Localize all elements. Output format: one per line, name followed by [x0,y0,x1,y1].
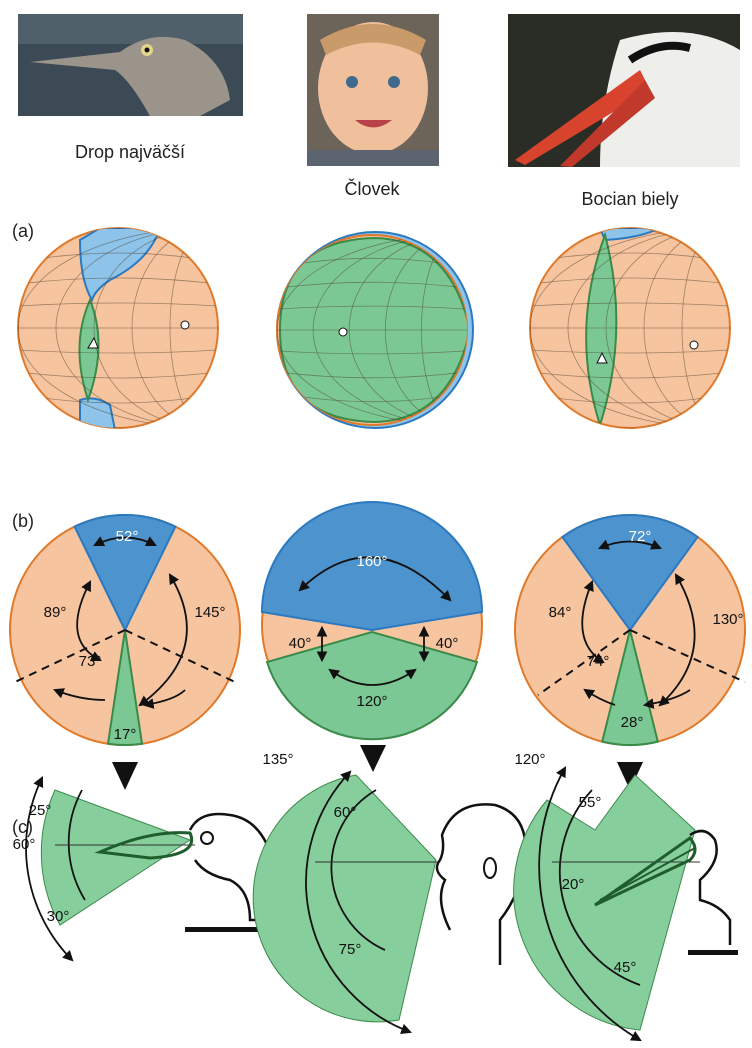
caption: Človek [344,178,400,199]
field-stork [515,515,745,790]
angle-label: 135° [262,751,293,768]
angle-label: 120° [356,693,387,710]
photo-baby [307,14,439,166]
angle-label: 25° [29,802,52,819]
angle-label: 20° [562,876,585,893]
angle-label: 75° [339,941,362,958]
angle-label: 74° [587,653,610,670]
angle-label: 84° [549,604,572,621]
angle-label: 30° [47,908,70,925]
vertical-stork [514,768,738,1040]
angle-label: 60° [13,836,36,853]
angle-label: 60° [334,804,357,821]
figure: Drop najväčší Človek Bocian biely (a) [0,0,752,1043]
angle-label: 52° [116,528,139,545]
photo-stork [508,14,740,167]
angle-label: 55° [579,794,602,811]
angle-label: 89° [44,604,67,621]
angle-label: 40° [436,635,459,652]
caption: Bocian biely [581,189,678,209]
angle-label: 120° [514,751,545,768]
globe-stork [530,228,752,428]
panel-label: (c) [12,817,33,837]
panel-label: (b) [12,511,34,531]
angle-label: 160° [356,553,387,570]
caption: Drop najväčší [75,142,185,162]
angle-label: 28° [621,714,644,731]
angle-label: 130° [712,611,743,628]
angle-label: 73° [79,653,102,670]
angle-label: 40° [289,635,312,652]
photo-bustard [18,14,243,116]
panel-label: (a) [12,221,34,241]
field-bustard [10,515,240,790]
angle-label: 145° [194,604,225,621]
angle-label: 45° [614,959,637,976]
angle-label: 72° [629,528,652,545]
vertical-human [253,772,525,1032]
angle-label: 17° [114,726,137,743]
vertical-bustard [26,778,276,960]
